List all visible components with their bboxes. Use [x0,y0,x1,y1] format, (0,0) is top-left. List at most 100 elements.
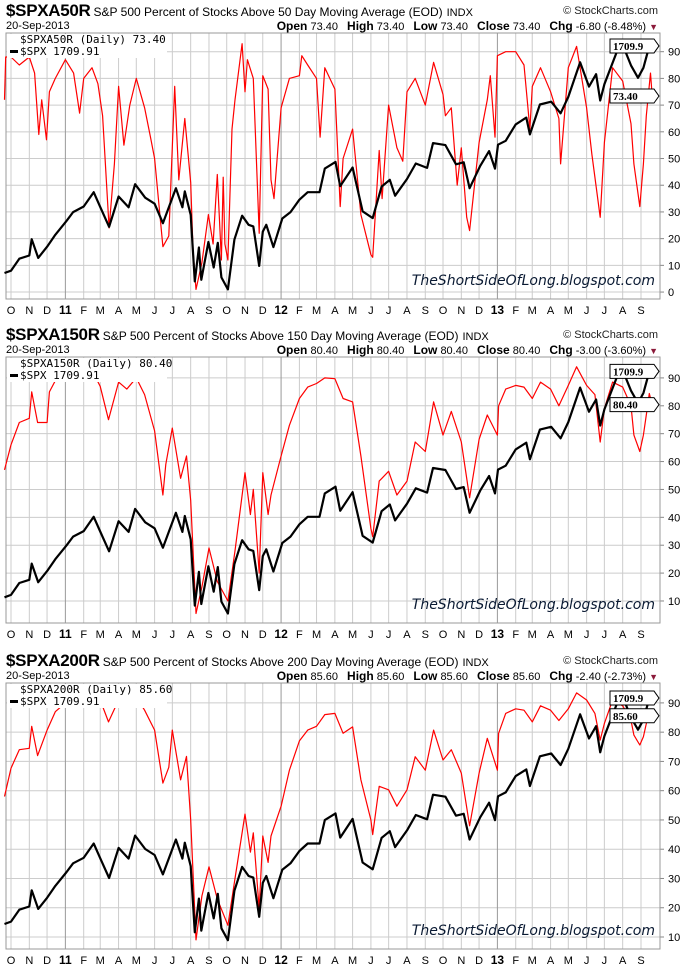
legend-main: $SPXA200R (Daily) 85.60 [20,683,172,696]
x-tick-label: N [25,305,33,317]
x-tick-label: F [296,305,303,317]
x-tick-label: D [475,955,483,967]
symbol: $SPXA150R [6,325,100,344]
down-arrow-icon: ▼ [649,22,658,32]
chart-panel-spxa50r: $SPXA50R S&P 500 Percent of Stocks Above … [0,0,699,324]
low-value: 80.40 [440,345,468,357]
x-tick-label: J [152,629,158,641]
plot-frame [5,682,661,950]
date: 20-Sep-2013 [6,670,70,682]
indicator-line-spxa50r [3,43,653,290]
chg-value: -3.00 (-3.60%) [575,345,647,357]
x-tick-label: D [259,955,267,967]
x-tick-label: J [368,629,374,641]
copyright: © StockCharts.com [563,5,658,17]
exchange: INDX [462,331,489,343]
x-tick-label: O [7,629,16,641]
y-tick-label: 40 [668,180,680,192]
spx-value-tag: 1709.9 [609,690,660,706]
x-tick-label: O [439,955,448,967]
x-tick-label: 11 [59,627,72,641]
plot-frame [5,356,661,624]
spx-value-tag: 1709.9 [609,363,660,379]
chart-panel-spxa150r: $SPXA150R S&P 500 Percent of Stocks Above… [0,324,699,648]
y-tick-label: 20 [668,568,680,580]
x-tick-label: M [96,955,105,967]
x-tick-label: D [475,305,483,317]
chart-panel-spxa200r: $SPXA200R S&P 500 Percent of Stocks Above… [0,650,699,974]
date: 20-Sep-2013 [6,344,70,356]
x-tick-label: D [475,629,483,641]
x-tick-label: M [528,955,537,967]
low-label: Low [413,669,438,683]
x-tick-label: A [187,629,195,641]
x-tick-label: J [170,955,176,967]
chg-label: Chg [549,19,573,33]
ohlc-row: Open 73.40 High 73.40 Low 73.40 Close 73… [271,19,658,33]
x-tick-label: O [439,305,448,317]
x-tick-label: D [259,305,267,317]
x-tick-label: 12 [274,303,288,317]
plot-area [6,357,660,623]
x-tick-label: D [259,629,267,641]
indicator-line-spxa150r [3,366,653,615]
value-tag-box [609,690,660,706]
x-tick-label: M [348,305,357,317]
value-tag-box [609,708,660,724]
x-tick-label: N [457,955,465,967]
x-tick-label: N [241,629,249,641]
x-tick-label: M [564,629,573,641]
chart-title: $SPXA150R S&P 500 Percent of Stocks Above… [6,325,489,345]
watermark: TheShortSideOfLong.blogspot.com [412,923,655,939]
plot-frame [5,32,661,300]
y-tick-label: 50 [668,815,680,827]
watermark: TheShortSideOfLong.blogspot.com [412,273,655,289]
indicator-value-tag: 80.40 [609,397,660,413]
legend-bg [7,34,167,58]
x-tick-label: 12 [274,627,288,641]
y-tick-label: 60 [668,457,680,469]
x-tick-label: J [602,305,608,317]
legend-spx-swatch [10,374,18,377]
x-tick-label: J [584,305,590,317]
exchange: INDX [446,7,473,19]
value-tag-text: 73.40 [613,91,638,103]
x-tick-label: A [619,629,627,641]
x-tick-label: A [547,955,555,967]
close-label: Close [477,343,510,357]
open-value: 80.40 [310,345,338,357]
value-tag-text: 1709.9 [613,366,644,378]
y-tick-label: 20 [668,903,680,915]
spx-line [4,364,654,615]
y-tick-label: 70 [668,429,680,441]
x-tick-label: 11 [59,953,72,967]
x-tick-label: A [331,305,339,317]
legend-spx: $SPX 1709.91 [20,695,99,708]
y-tick-label: 30 [668,873,680,885]
x-tick-label: J [386,955,392,967]
open-label: Open [276,343,308,357]
y-tick-label: 70 [668,756,680,768]
high-label: High [347,669,374,683]
x-tick-label: A [115,305,123,317]
x-tick-label: F [80,305,87,317]
spx-value-tag: 1709.9 [609,38,660,54]
close-label: Close [477,669,510,683]
x-tick-label: A [619,955,627,967]
x-tick-label: M [132,305,141,317]
legend-bg [7,358,167,382]
value-tag-text: 80.40 [613,400,638,412]
x-tick-label: A [331,629,339,641]
x-tick-label: A [187,955,195,967]
x-tick-label: O [222,955,231,967]
indicator-value-tag: 85.60 [609,708,660,724]
x-tick-label: F [296,955,303,967]
plot-area [6,33,660,299]
y-tick-label: 10 [668,932,680,944]
value-tag-text: 1709.9 [613,41,644,53]
y-tick-label: 80 [668,73,680,85]
x-tick-label: M [132,955,141,967]
x-tick-label: M [312,629,321,641]
